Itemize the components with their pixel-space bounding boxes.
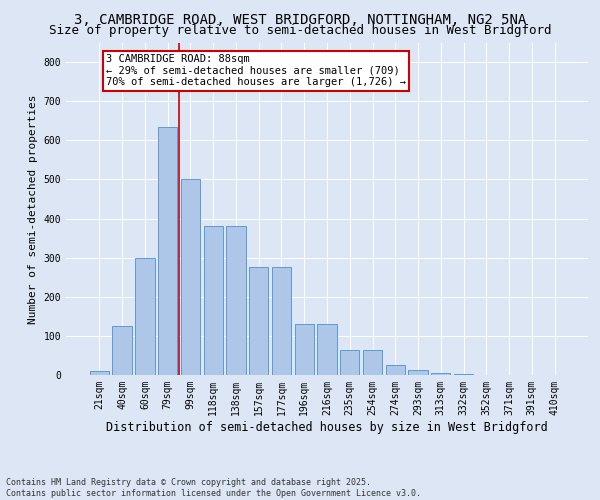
Bar (272, 268, 291, 375)
Bar (135, 258, 155, 375)
Bar (249, 268, 268, 375)
Bar (431, 373, 451, 375)
Bar (181, 180, 200, 375)
Y-axis label: Number of semi-detached properties: Number of semi-detached properties (28, 94, 38, 324)
Bar (90, 371, 109, 375)
Bar (386, 365, 405, 375)
Bar (226, 226, 245, 375)
Bar (203, 226, 223, 375)
Bar (340, 350, 359, 375)
Text: 3, CAMBRIDGE ROAD, WEST BRIDGFORD, NOTTINGHAM, NG2 5NA: 3, CAMBRIDGE ROAD, WEST BRIDGFORD, NOTTI… (74, 12, 526, 26)
Bar (454, 374, 473, 375)
X-axis label: Distribution of semi-detached houses by size in West Bridgford: Distribution of semi-detached houses by … (106, 420, 548, 434)
Bar (112, 326, 132, 375)
Text: Size of property relative to semi-detached houses in West Bridgford: Size of property relative to semi-detach… (49, 24, 551, 37)
Text: 3 CAMBRIDGE ROAD: 88sqm
← 29% of semi-detached houses are smaller (709)
70% of s: 3 CAMBRIDGE ROAD: 88sqm ← 29% of semi-de… (106, 54, 406, 88)
Text: Contains HM Land Registry data © Crown copyright and database right 2025.
Contai: Contains HM Land Registry data © Crown c… (6, 478, 421, 498)
Bar (409, 370, 428, 375)
Bar (317, 324, 337, 375)
Bar (295, 324, 314, 375)
Bar (158, 126, 178, 375)
Bar (363, 350, 382, 375)
